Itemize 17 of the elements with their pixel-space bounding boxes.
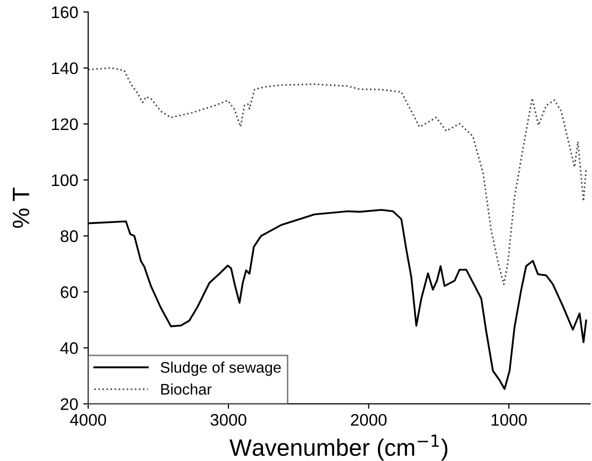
line-series <box>88 67 587 286</box>
y-tick-label: 80 <box>60 230 78 242</box>
legend-label: Biochar <box>161 383 212 395</box>
x-tick-label: 2000 <box>350 414 387 426</box>
y-tick-label: 140 <box>52 62 78 74</box>
x-tick-label: 4000 <box>70 414 106 426</box>
x-tick-label: 1000 <box>492 414 527 426</box>
y-axis-title: % T <box>12 188 30 228</box>
legend-label: Sludge of sewage <box>160 362 281 376</box>
y-tick-label: 60 <box>60 286 78 298</box>
y-tick-label: 120 <box>52 118 78 130</box>
y-tick-label: 160 <box>52 6 78 18</box>
y-tick-label: 40 <box>60 342 78 354</box>
x-tick-label: 3000 <box>210 414 246 426</box>
x-axis-title: Wavenumber (cm$^{−1}$) <box>230 434 448 461</box>
y-tick-label: 20 <box>60 398 78 410</box>
y-tick-label: 100 <box>52 174 78 186</box>
